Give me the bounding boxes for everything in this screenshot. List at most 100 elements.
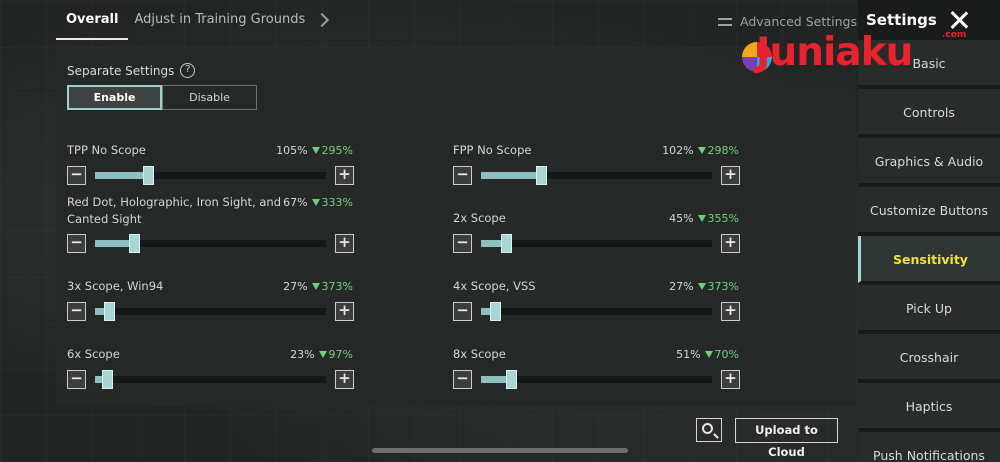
- slider-delta-value: 333%: [321, 196, 353, 209]
- slider-thumb[interactable]: [536, 166, 547, 185]
- slider-delta: 373%: [697, 280, 739, 293]
- slider-thumb[interactable]: [104, 302, 115, 321]
- slider-values: 45% 355%: [669, 210, 739, 227]
- header-tabs: Overall Adjust in Training Grounds: [56, 0, 330, 40]
- slider-delta: 333%: [311, 196, 353, 209]
- decrease-button[interactable]: −: [453, 234, 472, 253]
- slider-thumb[interactable]: [501, 234, 512, 253]
- separate-settings-label: Separate Settings ?: [67, 63, 196, 78]
- increase-button[interactable]: +: [721, 302, 740, 321]
- home-indicator[interactable]: [372, 448, 628, 453]
- increase-button[interactable]: +: [335, 302, 354, 321]
- slider-value: 45%: [669, 212, 694, 225]
- decrease-button[interactable]: −: [453, 166, 472, 185]
- slider-delta-value: 298%: [707, 144, 739, 157]
- watermark-suffix: .com: [942, 30, 967, 40]
- sidebar-item-customize-buttons[interactable]: Customize Buttons: [858, 187, 1000, 234]
- slider-delta: 70%: [704, 348, 739, 361]
- sidebar-item-pick-up[interactable]: Pick Up: [858, 285, 1000, 332]
- slider-label: 6x Scope: [67, 347, 120, 361]
- slider-thumb[interactable]: [506, 370, 517, 389]
- watermark-dot-icon: [742, 42, 772, 72]
- upload-to-cloud-button[interactable]: Upload to Cloud: [735, 418, 838, 459]
- slider-track[interactable]: [481, 166, 712, 185]
- settings-title: Settings: [866, 10, 969, 30]
- separate-settings-text: Separate Settings: [67, 63, 175, 78]
- settings-sidebar: Settings Basic Controls Graphics & Audio Cu…: [858, 0, 1000, 462]
- increase-button[interactable]: +: [335, 166, 354, 185]
- slider-delta: 373%: [311, 280, 353, 293]
- slider-delta: 298%: [697, 144, 739, 157]
- sidebar-item-graphics-audio[interactable]: Graphics & Audio: [858, 138, 1000, 185]
- arrow-down-icon: [318, 351, 327, 358]
- slider-delta-value: 70%: [714, 348, 739, 361]
- arrow-down-icon: [697, 283, 706, 290]
- sidebar-item-push-notifications[interactable]: Push Notifications: [858, 432, 1000, 462]
- swap-icon: [718, 16, 734, 28]
- slider-thumb[interactable]: [143, 166, 154, 185]
- help-icon[interactable]: ?: [180, 63, 196, 78]
- slider-values: 27% 373%: [283, 278, 353, 295]
- slider-control: − +: [67, 166, 354, 186]
- sensitivity-panel: Separate Settings ? Enable Disable TPP N…: [56, 48, 856, 406]
- sidebar-item-sensitivity[interactable]: Sensitivity: [858, 236, 1000, 283]
- decrease-button[interactable]: −: [453, 302, 472, 321]
- chevron-right-icon[interactable]: [315, 12, 330, 28]
- enable-button[interactable]: Enable: [67, 85, 162, 110]
- search-button[interactable]: [696, 418, 722, 442]
- slider-delta-value: 373%: [321, 280, 353, 293]
- slider-delta-value: 355%: [707, 212, 739, 225]
- advanced-settings-button[interactable]: Advanced Settings: [718, 14, 857, 29]
- decrease-button[interactable]: −: [67, 234, 86, 253]
- tab-overall[interactable]: Overall: [56, 0, 129, 40]
- arrow-down-icon: [704, 351, 713, 358]
- decrease-button[interactable]: −: [67, 166, 86, 185]
- slider-label: TPP No Scope: [67, 143, 146, 157]
- slider-track[interactable]: [481, 370, 712, 389]
- slider-control: − +: [453, 370, 740, 390]
- tab-adjust-training[interactable]: Adjust in Training Grounds: [134, 12, 306, 27]
- increase-button[interactable]: +: [335, 370, 354, 389]
- slider-values: 102% 298%: [662, 142, 739, 159]
- sidebar-item-haptics[interactable]: Haptics: [858, 383, 1000, 430]
- slider-label: 4x Scope, VSS: [453, 279, 536, 293]
- slider-track[interactable]: [95, 166, 326, 185]
- slider-delta-value: 97%: [328, 348, 353, 361]
- slider-delta: 355%: [697, 212, 739, 225]
- slider-value: 27%: [283, 280, 308, 293]
- decrease-button[interactable]: −: [67, 302, 86, 321]
- slider-control: − +: [453, 302, 740, 322]
- slider-thumb[interactable]: [102, 370, 113, 389]
- slider-fill: [95, 308, 109, 315]
- slider-thumb[interactable]: [490, 302, 501, 321]
- increase-button[interactable]: +: [721, 370, 740, 389]
- close-icon[interactable]: [949, 10, 969, 30]
- advanced-settings-label: Advanced Settings: [740, 14, 857, 29]
- separate-settings-toggle: Enable Disable: [67, 85, 257, 110]
- increase-button[interactable]: +: [335, 234, 354, 253]
- decrease-button[interactable]: −: [67, 370, 86, 389]
- slider-thumb[interactable]: [129, 234, 140, 253]
- sidebar-item-controls[interactable]: Controls: [858, 89, 1000, 136]
- increase-button[interactable]: +: [721, 234, 740, 253]
- slider-control: − +: [453, 234, 740, 254]
- sidebar-item-basic[interactable]: Basic: [858, 40, 1000, 87]
- slider-track[interactable]: [481, 234, 712, 253]
- slider-delta-value: 373%: [707, 280, 739, 293]
- slider-label: 2x Scope: [453, 211, 506, 225]
- slider-track[interactable]: [95, 234, 326, 253]
- slider-fill: [95, 172, 148, 179]
- sidebar-item-crosshair[interactable]: Crosshair: [858, 334, 1000, 381]
- disable-button[interactable]: Disable: [162, 85, 257, 110]
- increase-button[interactable]: +: [721, 166, 740, 185]
- slider-delta: 97%: [318, 348, 353, 361]
- slider-track[interactable]: [95, 370, 326, 389]
- slider-track[interactable]: [95, 302, 326, 321]
- slider-control: − +: [67, 234, 354, 254]
- arrow-down-icon: [697, 215, 706, 222]
- settings-title-text: Settings: [866, 11, 937, 29]
- search-icon: [702, 423, 713, 434]
- slider-control: − +: [453, 166, 740, 186]
- decrease-button[interactable]: −: [453, 370, 472, 389]
- slider-track[interactable]: [481, 302, 712, 321]
